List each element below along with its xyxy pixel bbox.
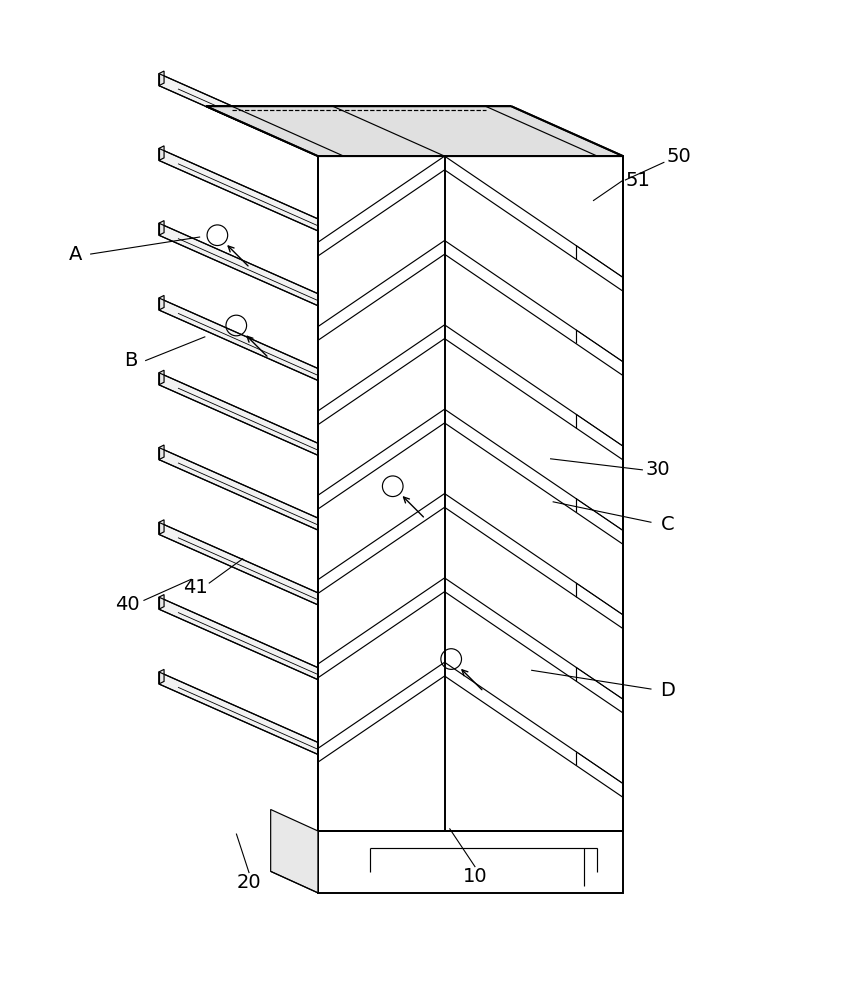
Polygon shape <box>159 597 318 680</box>
Polygon shape <box>159 146 164 160</box>
Polygon shape <box>159 445 164 460</box>
Polygon shape <box>318 831 623 893</box>
Text: 50: 50 <box>667 147 692 166</box>
Polygon shape <box>271 809 318 893</box>
Text: 20: 20 <box>237 873 261 892</box>
Polygon shape <box>159 71 164 86</box>
Text: 30: 30 <box>645 460 670 479</box>
Text: C: C <box>661 515 674 534</box>
Polygon shape <box>159 298 318 381</box>
Text: 40: 40 <box>115 595 140 614</box>
Polygon shape <box>159 669 164 684</box>
Polygon shape <box>318 156 623 831</box>
Text: D: D <box>661 681 675 700</box>
Polygon shape <box>159 74 318 156</box>
Polygon shape <box>159 520 164 534</box>
Polygon shape <box>159 672 318 754</box>
Polygon shape <box>207 106 623 156</box>
Text: A: A <box>69 245 82 264</box>
Polygon shape <box>159 295 164 310</box>
Polygon shape <box>159 373 318 455</box>
Polygon shape <box>159 221 164 235</box>
Text: B: B <box>124 351 137 370</box>
Text: 51: 51 <box>625 171 650 190</box>
Text: 10: 10 <box>463 867 488 886</box>
Text: 41: 41 <box>182 578 207 597</box>
Polygon shape <box>159 522 318 605</box>
Polygon shape <box>159 448 318 530</box>
Polygon shape <box>159 595 164 609</box>
Polygon shape <box>159 370 164 385</box>
Polygon shape <box>159 223 318 306</box>
Polygon shape <box>159 148 318 231</box>
